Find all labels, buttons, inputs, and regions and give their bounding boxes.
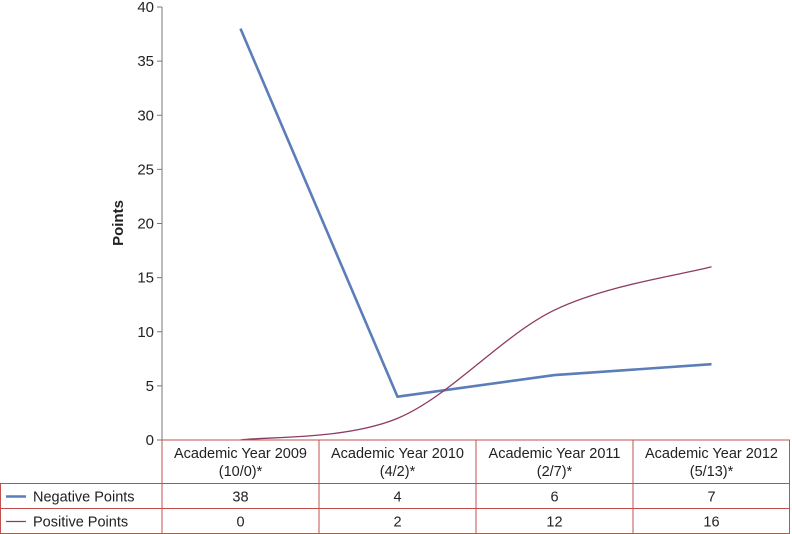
x-category-label: Academic Year 2011 (2/7)*	[489, 446, 621, 480]
y-tick-label: 5	[146, 378, 154, 395]
negative-points-value: 4	[393, 490, 401, 506]
y-tick-label: 15	[137, 270, 154, 287]
x-category-label: Academic Year 2009 (10/0)*	[174, 446, 307, 480]
negative-points-line	[239, 28, 712, 398]
y-tick-label: 35	[137, 53, 154, 70]
series-lines	[239, 28, 712, 441]
y-tick-label: 25	[137, 161, 154, 178]
y-tick-label: 20	[137, 216, 154, 233]
negative-points-legend-label: Negative Points	[33, 490, 135, 506]
x-category-label: Academic Year 2012 (5/13)*	[645, 446, 778, 480]
positive-points-value: 12	[546, 515, 562, 531]
y-tick-label: 10	[137, 324, 154, 341]
y-tick-label: 0	[146, 432, 154, 449]
negative-points-value: 6	[550, 490, 558, 506]
positive-points-value: 0	[236, 515, 244, 531]
negative-points-value: 7	[707, 490, 715, 506]
negative-points-value: 38	[232, 490, 248, 506]
y-tick-label: 40	[137, 0, 154, 16]
y-axis: 0 5 10 15 20 25 30 35 40	[137, 0, 163, 449]
data-table: Academic Year 2009 (10/0)* Academic Year 2…	[0, 439, 790, 534]
positive-points-legend-label: Positive Points	[33, 515, 128, 531]
y-axis-title: Points	[110, 200, 127, 246]
positive-points-value: 2	[393, 515, 401, 531]
y-tick-label: 30	[137, 107, 154, 124]
positive-points-value: 16	[703, 515, 719, 531]
positive-points-line	[240, 266, 712, 441]
x-category-label: Academic Year 2010 (4/2)*	[331, 446, 464, 480]
